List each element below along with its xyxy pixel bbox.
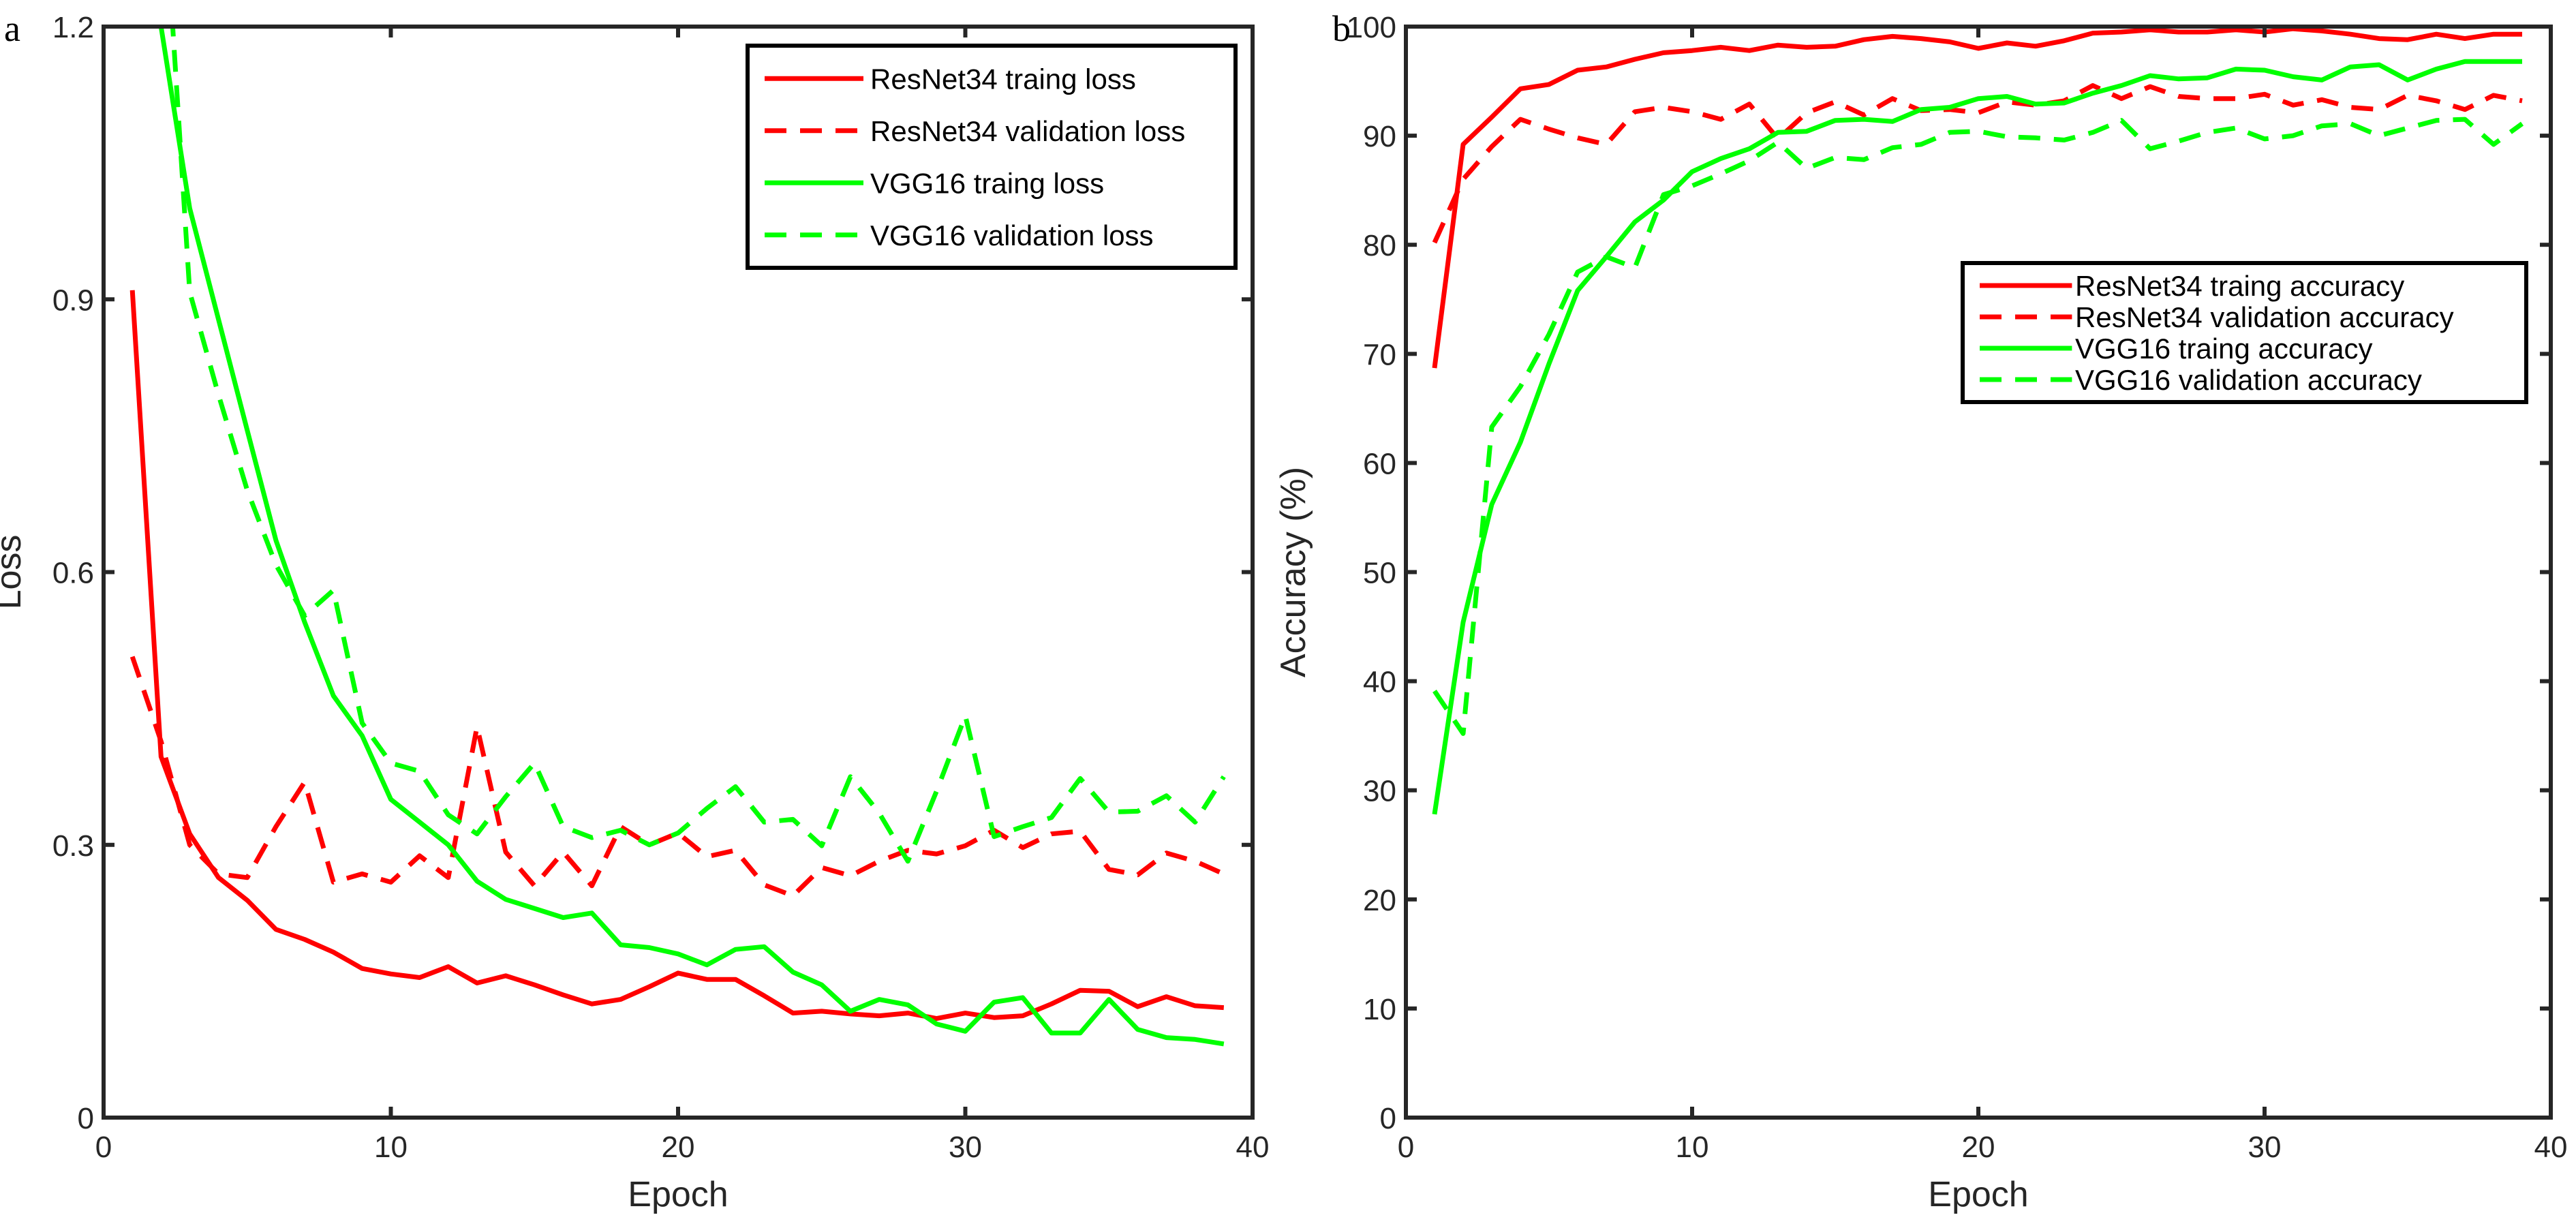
x-axis-label: Epoch [1928,1175,2028,1214]
series-line-3 [158,27,1225,1047]
y-tick-label: 20 [1363,884,1396,917]
legend-box [746,44,1238,270]
x-tick-label: 40 [2534,1131,2568,1164]
legend: ResNet34 traing loss ResNet34 validation … [746,44,1238,270]
legend-entry: VGG16 validation accuracy [2075,364,2422,396]
x-tick-label: 40 [1236,1131,1270,1164]
y-tick-label: 0.9 [52,283,94,317]
legend-entry: VGG16 validation loss [870,219,1154,251]
series-group [1432,27,2524,815]
series-line-2 [129,656,1225,898]
series-group [129,27,1226,1047]
y-axis-label: Accuracy (%) [1274,467,1313,677]
legend-entry: VGG16 traing loss [870,167,1104,199]
series-line-4 [1432,117,2524,736]
y-tick-label: 60 [1363,447,1396,480]
y-tick-label: 80 [1363,229,1396,262]
y-tick-label: 90 [1363,120,1396,153]
y-axis-label: Loss [0,535,29,610]
axes-box [1404,25,2553,1120]
legend-entry: ResNet34 traing accuracy [2075,270,2404,302]
accuracy-chart: 0 10 20 30 40 0 10 20 30 40 50 60 70 80 90 100 Epoch Accu… [1274,11,2567,1214]
y-tick-label: 70 [1363,338,1396,371]
series-line-1 [1432,27,2522,369]
x-tick-label: 0 [1398,1131,1414,1164]
x-tick-label: 30 [2248,1131,2282,1164]
y-tick-label: 100 [1347,11,1396,44]
panel-label-b: b [1332,8,1351,49]
y-tick-label: 10 [1363,993,1396,1026]
legend-entry: ResNet34 validation loss [870,115,1185,147]
y-tick-label: 50 [1363,557,1396,590]
y-tick-label: 30 [1363,775,1396,808]
legend-entry: VGG16 traing accuracy [2075,333,2373,365]
y-tick-label: 0.6 [52,557,94,590]
panel-label-a: a [4,8,20,49]
x-tick-label: 20 [1962,1131,1995,1164]
series-line-2 [1432,83,2523,244]
y-tick-label: 40 [1363,666,1396,699]
legend-entry: ResNet34 traing loss [870,63,1136,95]
series-line-1 [129,290,1225,1022]
y-tick-label: 0 [78,1102,94,1135]
x-tick-label: 10 [1676,1131,1709,1164]
x-tick-label: 30 [949,1131,982,1164]
x-tick-label: 10 [374,1131,408,1164]
x-axis-label: Epoch [628,1175,728,1214]
x-tick-label: 20 [662,1131,695,1164]
y-tick-label: 0 [1380,1102,1396,1135]
x-tick-label: 0 [95,1131,112,1164]
series-line-4 [170,27,1226,864]
y-tick-label: 0.3 [52,829,94,863]
loss-chart: 0 10 20 30 40 0 0.3 0.6 0.9 1.2 Epoch Loss ResNet34 … [0,11,1270,1214]
series-line-3 [1432,59,2522,815]
y-tick-label: 1.2 [52,11,94,44]
legend-entry: ResNet34 validation accuracy [2075,301,2454,333]
